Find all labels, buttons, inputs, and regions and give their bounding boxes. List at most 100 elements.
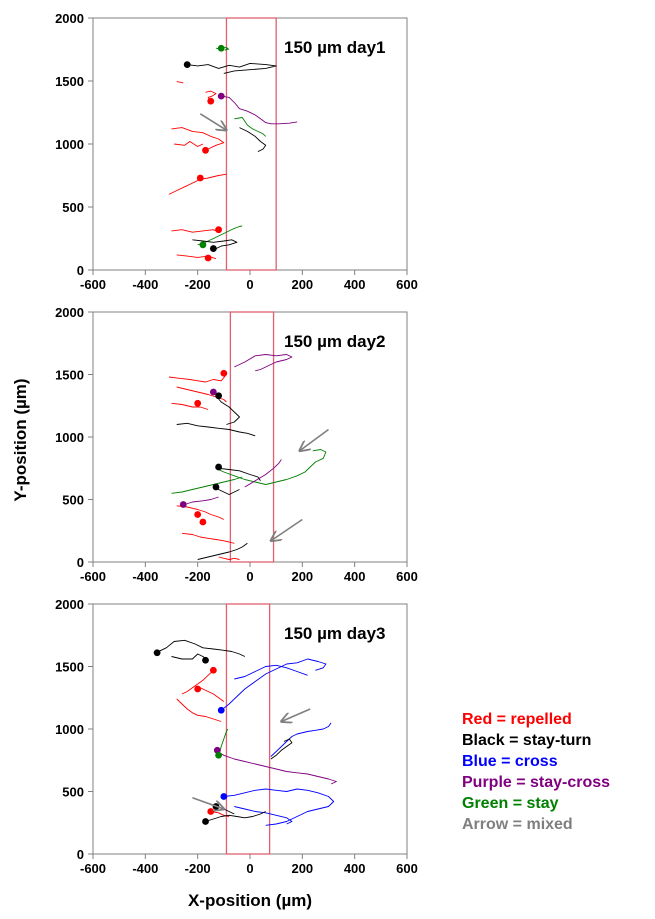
x-tick-label: 400 <box>344 861 366 876</box>
track-stay-turn <box>187 62 277 74</box>
start-point-stay <box>199 241 207 249</box>
track-cross <box>234 664 308 680</box>
x-tick-label: -200 <box>185 861 211 876</box>
start-point-stay-turn <box>215 392 223 400</box>
track-stay-turn <box>192 239 238 250</box>
x-tick-label: -400 <box>132 569 158 584</box>
start-point-stay-turn <box>209 245 217 252</box>
panel-1: -600 -400 -200 0 200 400 600 0 500 1000 1500 2000 15… <box>55 11 418 292</box>
start-point-repelled <box>194 511 202 518</box>
legend-entry: Green = stay <box>462 795 559 812</box>
start-point-repelled <box>194 685 202 693</box>
barrier-region <box>225 603 271 855</box>
track-repelled <box>174 141 204 147</box>
y-tick-label: 500 <box>62 785 84 800</box>
track-repelled <box>197 686 225 702</box>
legend: Red = repelled Black = stay-turn Blue = cr… <box>462 711 610 833</box>
y-axis-label: Y-position (µm) <box>11 378 30 501</box>
barrier-region <box>229 311 275 563</box>
track-repelled <box>176 386 227 403</box>
start-point-stay <box>217 44 225 52</box>
x-tick-label: 600 <box>396 569 418 584</box>
start-point-repelled <box>215 226 223 234</box>
start-point-stay <box>215 751 223 759</box>
start-point-stay-cross <box>209 388 217 396</box>
track-stay-turn <box>155 639 245 657</box>
track-repelled <box>168 374 227 383</box>
x-tick-label: 200 <box>291 861 313 876</box>
track-repelled <box>171 402 209 410</box>
track-repelled <box>205 90 217 102</box>
start-point-repelled <box>207 97 215 105</box>
y-tick-label: 1500 <box>55 74 84 89</box>
track-stay-turn <box>239 127 267 153</box>
track-cross <box>234 806 293 825</box>
track-cross <box>223 788 335 826</box>
start-point-stay-turn <box>183 61 191 69</box>
barrier-region <box>225 17 277 271</box>
track-stay-turn <box>197 542 248 560</box>
track-cross <box>270 722 332 757</box>
y-tick-label: 2000 <box>55 305 84 320</box>
track-stay <box>171 476 243 494</box>
x-tick-label: 400 <box>344 569 366 584</box>
y-tick-label: 1000 <box>55 137 84 152</box>
track-stay <box>234 117 267 137</box>
panel-title: 150 µm day3 <box>284 624 385 643</box>
track-stay-cross <box>184 496 219 505</box>
track-stay-cross <box>217 751 337 785</box>
x-tick-label: 400 <box>344 277 366 292</box>
panel-title: 150 µm day2 <box>284 332 385 351</box>
x-tick-label: -200 <box>185 569 211 584</box>
track-cross <box>220 658 327 711</box>
start-point-stay-turn <box>153 649 161 657</box>
track-stay-cross <box>234 354 293 372</box>
start-point-repelled <box>196 174 204 182</box>
annotation-arrow <box>300 428 329 451</box>
start-point-repelled <box>207 808 215 815</box>
start-point-repelled <box>194 399 202 407</box>
start-point-repelled <box>199 518 207 526</box>
x-tick-label: 0 <box>246 861 253 876</box>
y-tick-label: 500 <box>62 493 84 508</box>
track-stay-turn <box>218 467 261 482</box>
x-tick-label: 600 <box>396 861 418 876</box>
track-repelled <box>176 698 222 722</box>
y-tick-label: 0 <box>77 263 84 278</box>
track-stay-turn <box>270 738 293 760</box>
x-tick-label: 200 <box>291 569 313 584</box>
legend-entry: Arrow = mixed <box>462 816 573 833</box>
y-tick-label: 1000 <box>55 722 84 737</box>
x-tick-label: 0 <box>246 569 253 584</box>
legend-entry: Red = repelled <box>462 711 572 728</box>
track-stay <box>197 225 243 246</box>
y-tick-label: 1500 <box>55 368 84 383</box>
track-stay-turn <box>205 811 266 822</box>
start-point-cross <box>217 706 225 714</box>
annotation-arrow <box>192 796 223 809</box>
x-tick-label: 0 <box>246 277 253 292</box>
track-repelled <box>171 127 225 150</box>
panel-title: 150 µm day1 <box>284 38 385 57</box>
track-repelled <box>171 229 219 233</box>
track-repelled <box>168 173 227 195</box>
start-point-stay-turn <box>202 818 209 825</box>
y-tick-label: 0 <box>77 555 84 570</box>
legend-entry: Blue = cross <box>462 753 558 770</box>
annotation-arrow <box>271 518 303 541</box>
legend-entry: Purple = stay-cross <box>462 774 610 791</box>
track-repelled <box>181 532 235 544</box>
start-point-repelled <box>202 146 209 154</box>
start-point-stay-cross <box>217 92 225 100</box>
y-tick-label: 500 <box>62 200 84 215</box>
track-repelled <box>181 669 214 695</box>
track-stay <box>215 449 327 485</box>
track-stay-cross <box>244 459 282 488</box>
start-point-stay-turn <box>215 463 223 471</box>
x-tick-label: -200 <box>185 277 211 292</box>
y-tick-label: 2000 <box>55 11 84 26</box>
x-tick-label: -600 <box>80 861 106 876</box>
y-tick-label: 1500 <box>55 660 84 675</box>
track-repelled <box>176 505 224 520</box>
y-tick-label: 2000 <box>55 597 84 612</box>
